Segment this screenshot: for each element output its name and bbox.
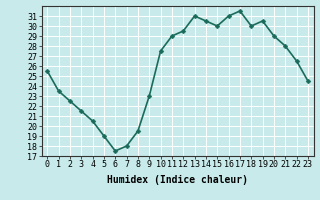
X-axis label: Humidex (Indice chaleur): Humidex (Indice chaleur) bbox=[107, 175, 248, 185]
